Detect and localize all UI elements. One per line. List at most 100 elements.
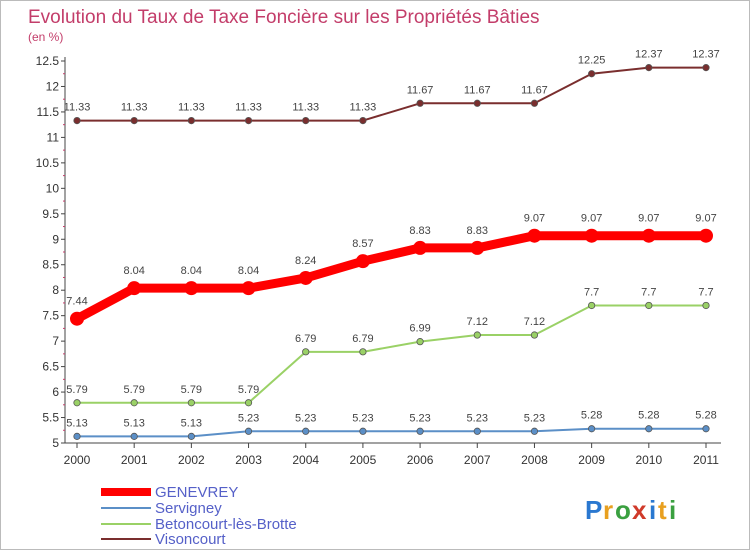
data-label: 8.04 xyxy=(238,265,259,277)
data-point xyxy=(530,99,539,107)
x-tick-label: 2010 xyxy=(635,453,662,467)
data-point xyxy=(645,425,653,433)
y-tick-label: 7.5 xyxy=(42,309,59,323)
data-label: 11.33 xyxy=(64,102,91,114)
data-point xyxy=(130,116,138,125)
data-label: 12.25 xyxy=(578,55,606,67)
data-label: 11.33 xyxy=(121,102,148,114)
data-point xyxy=(588,70,596,78)
data-label: 6.79 xyxy=(295,333,316,345)
series-visoncourt xyxy=(73,64,710,125)
data-label: 11.67 xyxy=(407,84,434,96)
y-tick-label: 11 xyxy=(47,130,60,144)
data-label: 5.23 xyxy=(352,412,373,424)
logo-letter: i xyxy=(649,495,656,525)
data-point xyxy=(302,348,310,356)
series-line xyxy=(76,427,707,438)
data-point xyxy=(413,240,428,255)
data-point xyxy=(470,240,485,255)
data-point xyxy=(416,99,424,107)
series-betoncourt-l-s-brotte xyxy=(73,301,710,407)
series-line xyxy=(72,231,711,324)
data-label: 8.57 xyxy=(352,238,373,250)
y-tick-label: 9 xyxy=(52,232,59,246)
data-point xyxy=(244,399,253,407)
data-point xyxy=(187,399,195,407)
data-point xyxy=(359,348,367,356)
legend-label: Servigney xyxy=(155,500,222,517)
logo-letter: x xyxy=(632,495,647,525)
y-tick-label: 12.5 xyxy=(36,54,60,68)
data-label: 9.07 xyxy=(695,213,716,225)
data-label: 5.79 xyxy=(181,384,202,396)
data-point xyxy=(416,427,424,435)
chart-title: Evolution du Taux de Taxe Foncière sur l… xyxy=(28,7,540,28)
data-label: 5.13 xyxy=(66,417,87,429)
data-label: 5.28 xyxy=(695,410,716,422)
y-tick-label: 6 xyxy=(52,385,59,399)
data-label: 5.23 xyxy=(467,412,488,424)
data-label: 5.23 xyxy=(409,412,430,424)
data-label: 7.12 xyxy=(524,316,545,328)
y-tick-label: 8 xyxy=(52,283,59,297)
data-point xyxy=(702,64,710,72)
data-label: 5.23 xyxy=(295,412,316,424)
data-point xyxy=(130,432,138,440)
x-tick-label: 2004 xyxy=(292,453,319,467)
data-label: 7.7 xyxy=(698,286,713,298)
x-tick-label: 2003 xyxy=(235,453,262,467)
legend-label: Betoncourt-lès-Brotte xyxy=(155,516,297,533)
x-tick-label: 2006 xyxy=(407,453,434,467)
data-label: 5.79 xyxy=(238,384,259,396)
data-label: 5.13 xyxy=(181,417,202,429)
axes: 5 5.5 6 6.5 7 7.5 8 8.5 9 9.5 10 10.5 11 11.5 12 12.5 20… xyxy=(36,54,721,467)
data-point xyxy=(473,331,481,339)
logo-letter: r xyxy=(603,495,613,525)
y-tick-label: 5.5 xyxy=(42,411,59,425)
y-tick-label: 5 xyxy=(52,436,59,450)
data-point xyxy=(702,425,710,433)
data-point xyxy=(527,228,542,243)
data-point xyxy=(699,228,713,243)
y-tick-label: 11.5 xyxy=(37,105,60,119)
data-point xyxy=(473,427,481,435)
y-tick-label: 10 xyxy=(46,181,60,195)
data-point xyxy=(416,338,424,346)
data-label: 9.07 xyxy=(524,213,545,225)
series-layer xyxy=(70,64,713,440)
data-point xyxy=(702,301,710,310)
data-label: 11.33 xyxy=(178,102,205,114)
data-label: 9.07 xyxy=(581,213,602,225)
data-point xyxy=(355,254,370,269)
data-point xyxy=(73,116,81,125)
data-point xyxy=(184,281,199,296)
data-point xyxy=(187,432,195,440)
data-label: 12.37 xyxy=(692,49,720,61)
y-tick-label: 9.5 xyxy=(42,207,59,221)
series-line xyxy=(76,304,707,404)
data-label: 5.79 xyxy=(66,384,87,396)
legend-label: Visoncourt xyxy=(155,531,226,548)
data-point xyxy=(645,64,653,72)
data-point xyxy=(584,228,599,243)
x-tick-label: 2011 xyxy=(693,453,719,467)
data-label: 9.07 xyxy=(638,213,659,225)
data-label: 8.83 xyxy=(409,225,430,237)
y-tick-label: 6.5 xyxy=(42,360,59,374)
data-label: 7.44 xyxy=(66,296,87,308)
data-label: 7.7 xyxy=(641,286,656,298)
data-point xyxy=(241,281,256,296)
x-tick-label: 2005 xyxy=(350,453,377,467)
data-point xyxy=(187,116,195,125)
x-tick-label: 2007 xyxy=(464,453,491,467)
data-point xyxy=(130,399,138,407)
data-point xyxy=(641,228,656,243)
data-label: 5.13 xyxy=(123,417,144,429)
data-label: 5.23 xyxy=(238,412,259,424)
legend-label: GENEVREY xyxy=(155,484,238,501)
y-tick-label: 7 xyxy=(52,334,59,348)
data-label: 11.33 xyxy=(292,102,319,114)
logo-letter: o xyxy=(615,495,631,525)
